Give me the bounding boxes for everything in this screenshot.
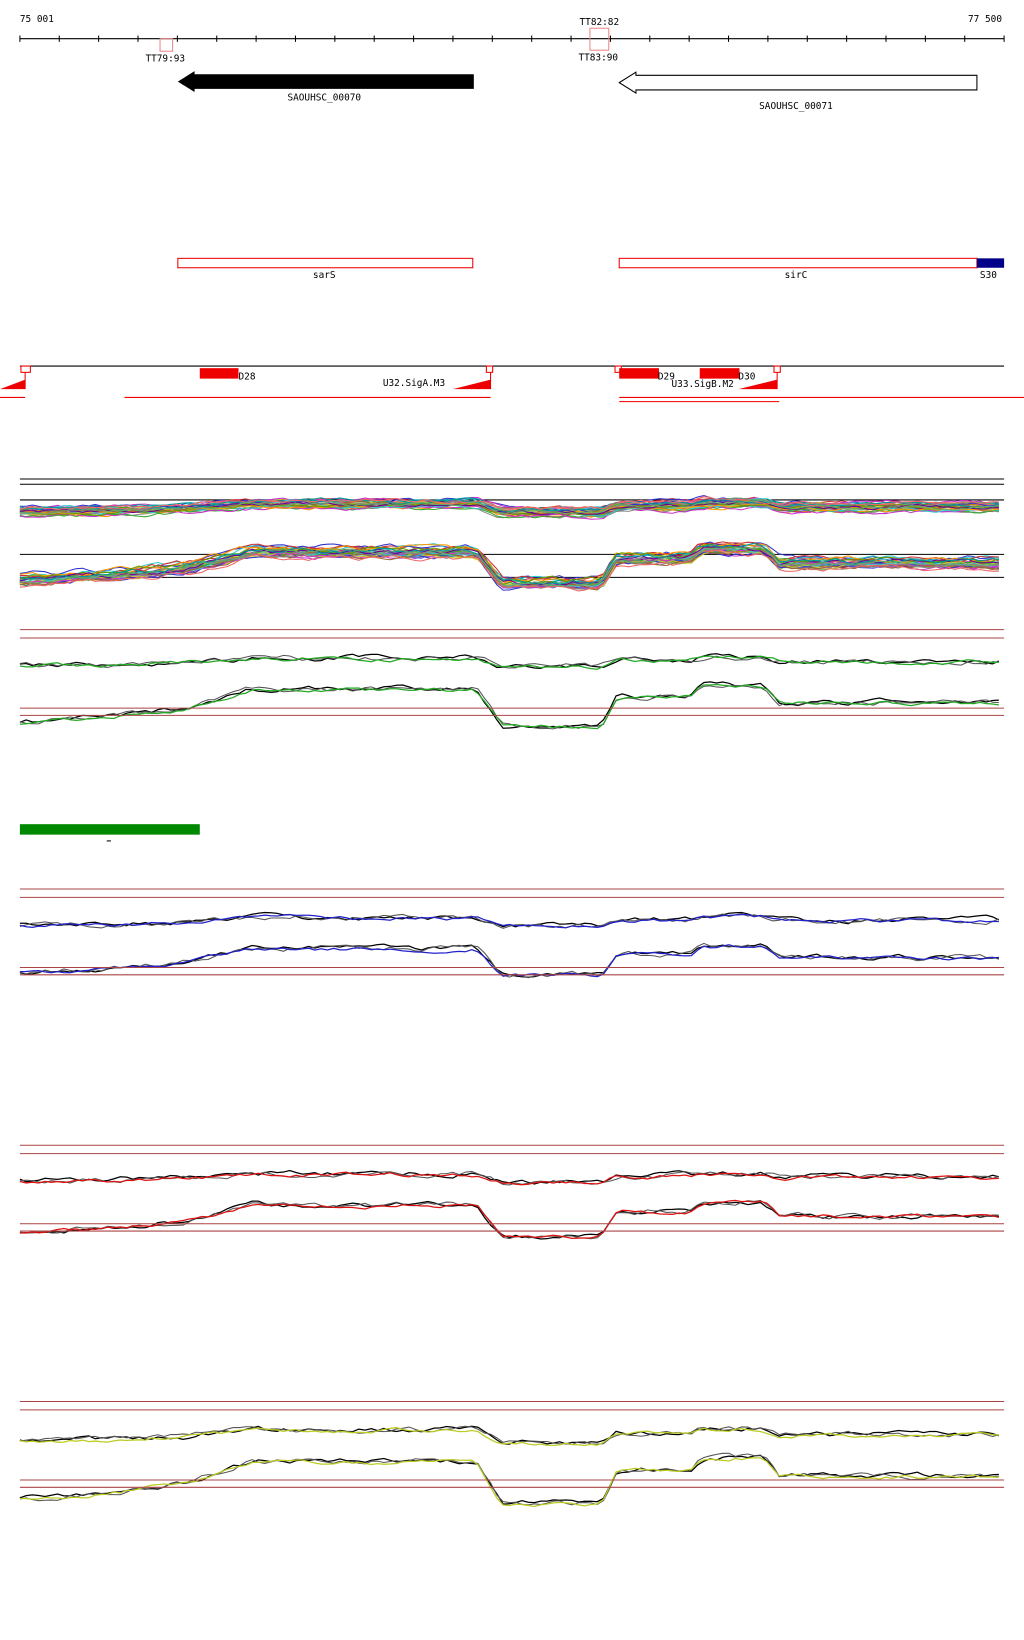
gene-label: SAOUHSC_00070 bbox=[287, 92, 361, 103]
gene-arrow bbox=[618, 71, 978, 95]
expression-line bbox=[19, 1452, 999, 1506]
expression-line bbox=[19, 500, 999, 515]
expression-line bbox=[19, 1200, 999, 1240]
expression-line bbox=[19, 655, 999, 670]
segment-block bbox=[699, 368, 740, 379]
segment-marker bbox=[485, 365, 494, 373]
expression-line bbox=[19, 543, 1000, 584]
expression-line bbox=[19, 501, 999, 516]
segment-marker bbox=[20, 365, 31, 373]
ruler: 75 001 77 500 bbox=[19, 14, 1005, 42]
expression-line bbox=[19, 549, 999, 590]
expression-line bbox=[19, 913, 999, 929]
segment-label: D28 bbox=[238, 372, 255, 383]
expression-line bbox=[19, 685, 999, 730]
segment-label: U32.SigA.M3 bbox=[383, 378, 445, 389]
expression-line bbox=[19, 496, 999, 511]
expression-line bbox=[19, 546, 999, 588]
terminator-box bbox=[159, 38, 174, 52]
feature-box bbox=[177, 257, 474, 269]
terminator-label: TT83:90 bbox=[578, 53, 618, 64]
feature-label: sarS bbox=[313, 270, 336, 281]
scale-bar bbox=[19, 824, 200, 835]
segment-block bbox=[199, 368, 239, 379]
expression-line bbox=[19, 550, 999, 592]
expression-line bbox=[19, 1170, 1000, 1186]
segment-ramp bbox=[452, 379, 491, 390]
expression-line bbox=[19, 1171, 999, 1186]
expression-line bbox=[19, 681, 999, 729]
gene-arrow bbox=[177, 71, 474, 93]
gene-label: SAOUHSC_00071 bbox=[759, 101, 833, 112]
expression-line bbox=[19, 1426, 999, 1447]
feature-label: S30 bbox=[980, 270, 997, 281]
expression-line bbox=[19, 1199, 999, 1240]
feature-label: sirC bbox=[785, 270, 808, 281]
segment-track: D28 U32.SigA.M3 D29 D30 U33.SigB.M2 bbox=[0, 365, 1024, 403]
expression-line bbox=[19, 504, 999, 520]
expression-line bbox=[19, 942, 1000, 979]
expression-line bbox=[19, 1199, 1000, 1239]
segment-label: D30 bbox=[738, 372, 755, 383]
expression-line bbox=[19, 943, 999, 978]
ruler-start: 75 001 bbox=[20, 14, 54, 25]
expression-line bbox=[19, 913, 1000, 929]
segment-marker bbox=[773, 365, 781, 373]
segment-ramp bbox=[0, 379, 26, 390]
expression-line bbox=[19, 944, 999, 978]
feature-box bbox=[976, 258, 1005, 268]
expression-line bbox=[19, 683, 999, 730]
terminator-label: TT82:82 bbox=[580, 17, 620, 28]
ruler-end: 77 500 bbox=[968, 14, 1002, 25]
terminator-label: TT79:93 bbox=[145, 54, 185, 65]
expression-line bbox=[19, 545, 999, 586]
terminator-box bbox=[589, 27, 610, 51]
segment-label: U33.SigB.M2 bbox=[672, 379, 734, 390]
expression-line bbox=[19, 1457, 999, 1508]
segment-block bbox=[619, 368, 659, 379]
expression-line bbox=[19, 1425, 1000, 1446]
segment-label: D29 bbox=[658, 372, 675, 383]
feature-box bbox=[618, 257, 978, 269]
expression-tracks bbox=[19, 478, 1005, 1508]
